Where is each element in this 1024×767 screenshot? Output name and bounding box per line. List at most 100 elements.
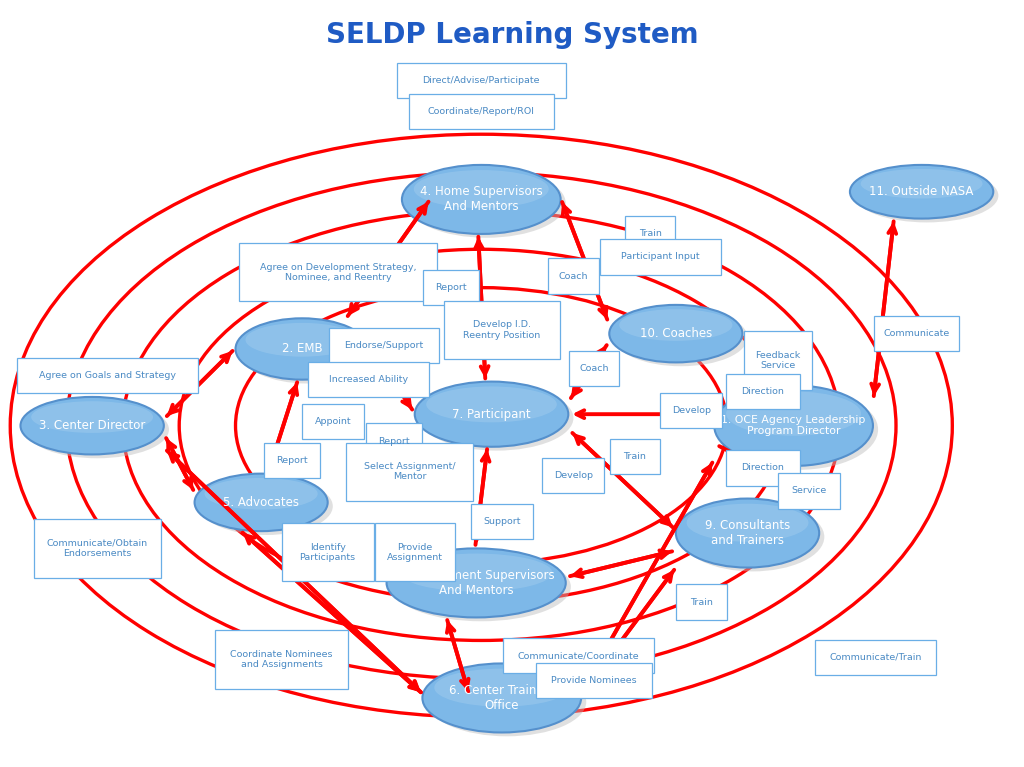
Text: 10. Coaches: 10. Coaches	[640, 328, 712, 340]
Ellipse shape	[714, 386, 872, 466]
FancyBboxPatch shape	[17, 358, 198, 393]
Ellipse shape	[686, 504, 809, 542]
Text: Endorse/Support: Endorse/Support	[344, 341, 424, 350]
Text: Develop: Develop	[672, 406, 711, 415]
Text: Communicate/Train: Communicate/Train	[829, 653, 922, 662]
Ellipse shape	[434, 669, 569, 706]
Ellipse shape	[855, 169, 998, 222]
Ellipse shape	[20, 397, 164, 454]
FancyBboxPatch shape	[744, 331, 812, 390]
FancyBboxPatch shape	[264, 443, 319, 478]
FancyBboxPatch shape	[610, 439, 660, 474]
Ellipse shape	[392, 552, 571, 621]
Text: Develop I.D.
Reentry Position: Develop I.D. Reentry Position	[463, 320, 541, 340]
Ellipse shape	[407, 169, 565, 238]
Text: Report: Report	[435, 283, 466, 292]
Text: Train: Train	[639, 229, 662, 239]
Text: 3. Center Director: 3. Center Director	[39, 420, 145, 432]
Ellipse shape	[205, 478, 317, 509]
Ellipse shape	[420, 385, 573, 451]
Ellipse shape	[860, 169, 983, 199]
Text: Train: Train	[624, 452, 646, 461]
FancyBboxPatch shape	[778, 473, 840, 509]
Ellipse shape	[726, 391, 861, 436]
Ellipse shape	[850, 165, 993, 219]
Text: Agree on Goals and Strategy: Agree on Goals and Strategy	[39, 371, 176, 380]
Text: Participant Input: Participant Input	[622, 252, 699, 262]
FancyBboxPatch shape	[215, 630, 348, 689]
Ellipse shape	[236, 318, 369, 380]
Ellipse shape	[414, 170, 549, 208]
Text: Communicate: Communicate	[884, 329, 949, 338]
FancyBboxPatch shape	[375, 523, 455, 581]
Text: Feedback
Service: Feedback Service	[756, 351, 801, 370]
Text: Agree on Development Strategy,
Nominee, and Reentry: Agree on Development Strategy, Nominee, …	[260, 262, 416, 282]
Text: Report: Report	[276, 456, 307, 465]
Ellipse shape	[200, 477, 333, 535]
FancyBboxPatch shape	[308, 362, 429, 397]
FancyBboxPatch shape	[346, 443, 473, 501]
Text: Coordinate Nominees
and Assignments: Coordinate Nominees and Assignments	[230, 650, 333, 670]
Ellipse shape	[614, 308, 748, 367]
Ellipse shape	[609, 305, 742, 363]
Text: 1. OCE Agency Leadership
Program Director: 1. OCE Agency Leadership Program Directo…	[722, 415, 865, 436]
FancyBboxPatch shape	[302, 404, 364, 439]
Text: 9. Consultants
and Trainers: 9. Consultants and Trainers	[705, 519, 791, 547]
FancyBboxPatch shape	[444, 301, 559, 359]
Ellipse shape	[246, 323, 358, 357]
Text: SELDP Learning System: SELDP Learning System	[326, 21, 698, 48]
Text: Coordinate/Report/ROI: Coordinate/Report/ROI	[428, 107, 535, 116]
Ellipse shape	[195, 474, 328, 532]
Ellipse shape	[422, 663, 582, 732]
Ellipse shape	[620, 309, 732, 341]
FancyBboxPatch shape	[677, 584, 727, 620]
FancyBboxPatch shape	[549, 258, 599, 294]
Text: Select Assignment/
Mentor: Select Assignment/ Mentor	[364, 462, 456, 482]
FancyBboxPatch shape	[239, 243, 437, 301]
Text: Train: Train	[690, 597, 713, 607]
FancyBboxPatch shape	[726, 374, 800, 409]
Ellipse shape	[387, 548, 565, 617]
FancyBboxPatch shape	[503, 638, 654, 673]
Text: Communicate/Obtain
Endorsements: Communicate/Obtain Endorsements	[47, 538, 147, 558]
Text: Identify
Participants: Identify Participants	[300, 542, 355, 562]
FancyBboxPatch shape	[625, 216, 676, 252]
FancyBboxPatch shape	[34, 519, 161, 578]
Text: 6. Center Training
Office: 6. Center Training Office	[449, 684, 555, 712]
FancyBboxPatch shape	[471, 504, 532, 539]
FancyBboxPatch shape	[660, 393, 722, 428]
Text: Direction: Direction	[741, 463, 784, 472]
FancyBboxPatch shape	[409, 94, 554, 129]
Ellipse shape	[400, 554, 552, 591]
Text: 4. Home Supervisors
And Mentors: 4. Home Supervisors And Mentors	[420, 186, 543, 213]
Text: 7. Participant: 7. Participant	[453, 408, 530, 420]
Ellipse shape	[241, 322, 374, 384]
Text: Communicate/Coordinate: Communicate/Coordinate	[518, 651, 639, 660]
Ellipse shape	[681, 502, 824, 571]
Text: Direction: Direction	[741, 387, 784, 396]
Text: Report: Report	[379, 436, 410, 446]
Text: Coach: Coach	[580, 364, 608, 373]
FancyBboxPatch shape	[282, 523, 374, 581]
FancyBboxPatch shape	[423, 270, 478, 305]
Text: Support: Support	[483, 517, 520, 526]
FancyBboxPatch shape	[873, 316, 959, 351]
FancyBboxPatch shape	[330, 328, 438, 363]
Text: Provide Nominees: Provide Nominees	[551, 676, 637, 685]
Text: Direct/Advise/Participate: Direct/Advise/Participate	[423, 76, 540, 85]
FancyBboxPatch shape	[815, 640, 936, 675]
Ellipse shape	[426, 387, 557, 423]
Ellipse shape	[719, 390, 879, 469]
Ellipse shape	[26, 400, 169, 458]
Text: Appoint: Appoint	[314, 417, 351, 426]
FancyBboxPatch shape	[367, 423, 422, 459]
FancyBboxPatch shape	[726, 450, 800, 486]
Ellipse shape	[415, 381, 568, 446]
Ellipse shape	[676, 499, 819, 568]
Ellipse shape	[428, 667, 586, 736]
Ellipse shape	[401, 165, 561, 234]
Text: Increased Ability: Increased Ability	[329, 375, 409, 384]
Text: 2. EMB: 2. EMB	[282, 343, 323, 355]
FancyBboxPatch shape	[537, 663, 651, 698]
FancyBboxPatch shape	[396, 63, 565, 98]
